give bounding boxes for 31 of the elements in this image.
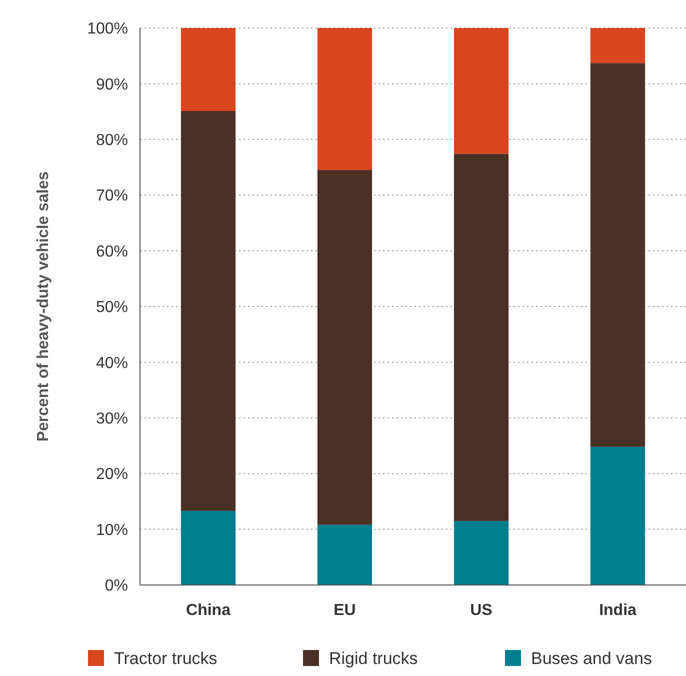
legend-label: Buses and vans	[531, 648, 652, 668]
y-axis-title: Percent of heavy-duty vehicle sales	[35, 171, 52, 442]
x-tick-label: China	[186, 602, 231, 619]
bar	[454, 520, 509, 585]
x-tick-label: US	[470, 602, 493, 619]
legend-label: Rigid trucks	[329, 648, 418, 668]
y-tick-label: 0%	[104, 578, 128, 595]
bar	[317, 524, 372, 585]
bar	[590, 28, 646, 64]
bar	[590, 63, 646, 447]
bar	[317, 28, 372, 170]
bar	[454, 154, 509, 521]
y-tick-label: 70%	[96, 188, 128, 205]
y-tick-label: 50%	[96, 299, 128, 316]
y-tick-label: 10%	[96, 522, 128, 539]
x-tick-label: India	[599, 602, 637, 619]
bar	[180, 510, 236, 585]
bar	[180, 110, 236, 511]
y-tick-label: 20%	[96, 466, 128, 484]
y-tick-label: 80%	[96, 132, 128, 149]
legend-label: Tractor trucks	[114, 648, 218, 668]
y-tick-label: 30%	[96, 410, 128, 428]
y-tick-label: 90%	[96, 76, 128, 94]
bar	[317, 170, 372, 525]
y-tick-label: 100%	[87, 20, 128, 38]
bar	[454, 28, 509, 154]
y-tick-label: 60%	[96, 243, 128, 260]
bar	[590, 446, 646, 585]
y-tick-label: 40%	[96, 354, 128, 372]
x-tick-label: EU	[334, 602, 356, 619]
bar	[180, 28, 236, 111]
